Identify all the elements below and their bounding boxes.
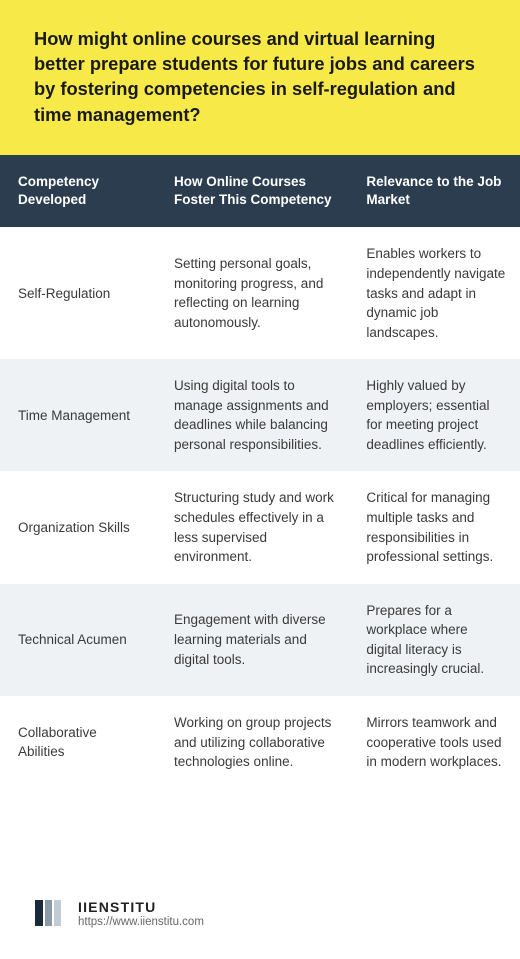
table-row: Self-Regulation Setting personal goals, … [0,227,520,359]
cell-relevance: Critical for managing multiple tasks and… [348,471,520,583]
table-row: Collaborative Abilities Working on group… [0,696,520,789]
table-row: Organization Skills Structuring study an… [0,471,520,583]
table-body: Self-Regulation Setting personal goals, … [0,227,520,788]
brand-logo-icon [30,895,66,931]
footer: IIENSTITU https://www.iienstitu.com [0,869,520,959]
page-title: How might online courses and virtual lea… [34,26,486,127]
cell-how: Structuring study and work schedules eff… [156,471,348,583]
cell-how: Using digital tools to manage assignment… [156,359,348,471]
competency-table: Competency Developed How Online Courses … [0,155,520,789]
brand-url: https://www.iienstitu.com [78,916,204,928]
cell-competency: Time Management [0,359,156,471]
col-header-how: How Online Courses Foster This Competenc… [156,155,348,227]
table-header-row: Competency Developed How Online Courses … [0,155,520,227]
table-header: Competency Developed How Online Courses … [0,155,520,227]
cell-how: Working on group projects and utilizing … [156,696,348,789]
brand-text: IIENSTITU https://www.iienstitu.com [78,899,204,928]
cell-relevance: Mirrors teamwork and cooperative tools u… [348,696,520,789]
cell-competency: Collaborative Abilities [0,696,156,789]
cell-relevance: Highly valued by employers; essential fo… [348,359,520,471]
header-band: How might online courses and virtual lea… [0,0,520,155]
cell-competency: Organization Skills [0,471,156,583]
cell-how: Setting personal goals, monitoring progr… [156,227,348,359]
cell-how: Engagement with diverse learning materia… [156,584,348,696]
table-row: Technical Acumen Engagement with diverse… [0,584,520,696]
table-wrap: Competency Developed How Online Courses … [0,155,520,869]
col-header-competency: Competency Developed [0,155,156,227]
cell-competency: Technical Acumen [0,584,156,696]
cell-relevance: Enables workers to independently navigat… [348,227,520,359]
table-row: Time Management Using digital tools to m… [0,359,520,471]
brand-name: IIENSTITU [78,899,204,915]
page-container: How might online courses and virtual lea… [0,0,520,959]
cell-relevance: Prepares for a workplace where digital l… [348,584,520,696]
cell-competency: Self-Regulation [0,227,156,359]
col-header-relevance: Relevance to the Job Market [348,155,520,227]
